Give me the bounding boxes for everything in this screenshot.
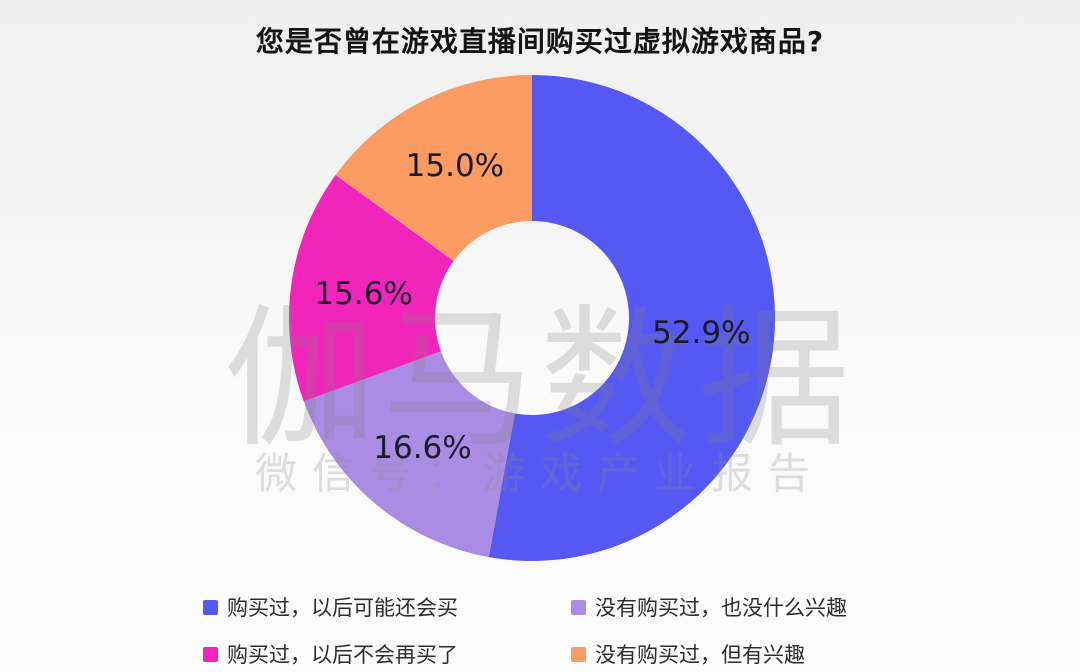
legend-swatch-icon: [203, 646, 218, 662]
legend-item: 购买过，以后不会再买了: [203, 639, 571, 669]
slice-value-label: 15.0%: [405, 148, 505, 185]
legend-swatch-icon: [571, 599, 586, 615]
legend-swatch-icon: [571, 646, 586, 662]
legend-item: 没有购买过，也没什么兴趣: [571, 592, 847, 622]
legend-label: 没有购买过，但有兴趣: [595, 643, 805, 667]
pie-slice-2: [303, 351, 515, 558]
pie-slice-3: [288, 174, 454, 402]
slice-value-label: 16.6%: [373, 430, 472, 467]
pie-slice-1: [488, 75, 776, 561]
pie-slice-4: [335, 75, 532, 261]
legend-item: 没有购买过，但有兴趣: [571, 639, 847, 669]
legend-item: 购买过，以后可能还会买: [203, 592, 571, 622]
chart-legend: 购买过，以后可能还会买 没有购买过，也没什么兴趣购买过，以后不会再买了 没有购买过，…: [203, 592, 847, 669]
slice-value-label: 52.9%: [652, 315, 751, 352]
slice-value-label: 15.6%: [314, 276, 413, 313]
legend-label: 没有购买过，也没什么兴趣: [595, 596, 847, 620]
legend-label: 购买过，以后可能还会买: [227, 596, 458, 620]
legend-swatch-icon: [203, 599, 218, 615]
legend-label: 购买过，以后不会再买了: [227, 643, 458, 667]
chart-title: 您是否曾在游戏直播间购买过虚拟游戏商品?: [255, 25, 825, 58]
